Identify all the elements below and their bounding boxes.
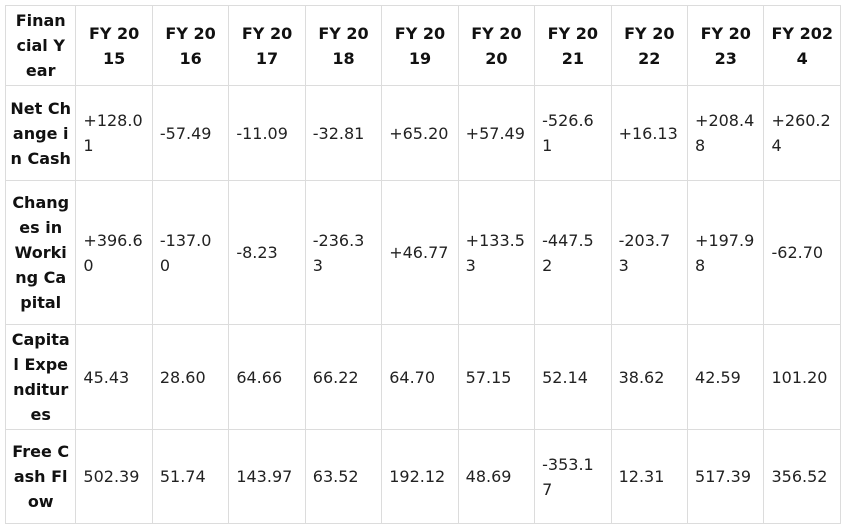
table-cell: -57.49 xyxy=(151,85,230,181)
table-cell: 192.12 xyxy=(381,429,459,524)
table-cell: 48.69 xyxy=(457,429,536,524)
table-cell: 45.43 xyxy=(75,324,153,430)
table-cell: +65.20 xyxy=(381,85,459,181)
table-cell: 517.39 xyxy=(687,429,765,524)
header-year: FY 2015 xyxy=(75,5,153,86)
table-cell: -137.00 xyxy=(151,180,230,325)
header-year: FY 2017 xyxy=(228,5,306,86)
table-cell: 64.66 xyxy=(228,324,306,430)
table-cell: +396.60 xyxy=(75,180,153,325)
table-cell: -203.73 xyxy=(610,180,689,325)
table-cell: -11.09 xyxy=(228,85,306,181)
header-year: FY 2016 xyxy=(151,5,230,86)
table-row: Capital Expenditures 45.43 28.60 64.66 6… xyxy=(4,324,841,430)
table-cell: +208.48 xyxy=(687,85,765,181)
table-cell: -62.70 xyxy=(763,180,841,325)
table-cell: +197.98 xyxy=(687,180,765,325)
table-cell: 52.14 xyxy=(534,324,612,430)
table-cell: 356.52 xyxy=(763,429,841,524)
table-cell: -8.23 xyxy=(228,180,306,325)
table-cell: 28.60 xyxy=(151,324,230,430)
table-row: Free Cash Flow 502.39 51.74 143.97 63.52… xyxy=(4,429,841,524)
row-label: Capital Expenditures xyxy=(4,324,77,430)
table-cell: 66.22 xyxy=(304,324,383,430)
table-cell: 51.74 xyxy=(151,429,230,524)
header-row: Financial Year FY 2015 FY 2016 FY 2017 F… xyxy=(4,5,841,86)
table-cell: +260.24 xyxy=(763,85,841,181)
table-cell: -447.52 xyxy=(534,180,612,325)
table-cell: +128.01 xyxy=(75,85,153,181)
table-cell: 143.97 xyxy=(228,429,306,524)
financial-table: Financial Year FY 2015 FY 2016 FY 2017 F… xyxy=(4,5,841,524)
table-cell: +133.53 xyxy=(457,180,536,325)
table-cell: 12.31 xyxy=(610,429,689,524)
header-year: FY 2018 xyxy=(304,5,383,86)
table-cell: +57.49 xyxy=(457,85,536,181)
header-year: FY 2023 xyxy=(687,5,765,86)
table-cell: -526.61 xyxy=(534,85,612,181)
table-cell: -353.17 xyxy=(534,429,612,524)
table-cell: 57.15 xyxy=(457,324,536,430)
table-cell: 101.20 xyxy=(763,324,841,430)
table-cell: 64.70 xyxy=(381,324,459,430)
table-cell: +16.13 xyxy=(610,85,689,181)
table-cell: 42.59 xyxy=(687,324,765,430)
header-year: FY 2021 xyxy=(534,5,612,86)
table-row: Changes in Working Capital +396.60 -137.… xyxy=(4,180,841,325)
header-year: FY 2022 xyxy=(610,5,689,86)
table-row: Net Change in Cash +128.01 -57.49 -11.09… xyxy=(4,85,841,181)
row-label: Net Change in Cash xyxy=(4,85,77,181)
table-cell: +46.77 xyxy=(381,180,459,325)
table-cell: 502.39 xyxy=(75,429,153,524)
table-cell: -236.33 xyxy=(304,180,383,325)
table-cell: -32.81 xyxy=(304,85,383,181)
row-label: Changes in Working Capital xyxy=(4,180,77,325)
row-label: Free Cash Flow xyxy=(4,429,77,524)
header-year: FY 2020 xyxy=(457,5,536,86)
header-year: FY 2019 xyxy=(381,5,459,86)
header-financial-year: Financial Year xyxy=(4,5,77,86)
table-cell: 38.62 xyxy=(610,324,689,430)
header-year: FY 2024 xyxy=(763,5,841,86)
table-cell: 63.52 xyxy=(304,429,383,524)
